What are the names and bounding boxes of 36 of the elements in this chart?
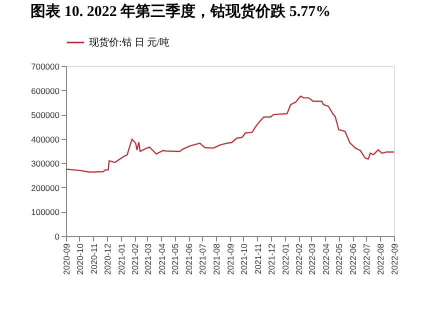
- y-tick-label: 200000: [31, 182, 60, 193]
- x-tick-label: 2020-12: [102, 243, 112, 275]
- legend-label: 现货价:钴 日 元/吨: [89, 36, 170, 48]
- y-tick-label: 400000: [31, 134, 60, 144]
- x-tick-label: 2021-03: [142, 243, 153, 275]
- x-tick-label: 2022-07: [362, 243, 372, 275]
- x-tick-label: 2021-08: [212, 243, 222, 275]
- y-tick-label: 300000: [31, 158, 60, 169]
- x-tick-label: 2020-09: [62, 243, 72, 275]
- x-tick-label: 2021-11: [252, 243, 263, 274]
- x-tick-label: 2021-02: [130, 243, 140, 275]
- line-series: [65, 96, 395, 173]
- x-tick-label: 2022-01: [280, 243, 290, 275]
- x-tick-label: 2021-07: [198, 243, 208, 275]
- x-tick-label: 2022-08: [376, 243, 386, 275]
- x-tick-label: 2022-09: [390, 243, 400, 275]
- x-tick-label: 2022-06: [348, 243, 358, 275]
- x-tick-label: 2022-05: [334, 243, 344, 275]
- x-tick-label: 2021-09: [226, 243, 236, 275]
- x-tick-label: 2021-10: [238, 243, 249, 275]
- x-tick-label: 2021-06: [184, 243, 194, 275]
- y-tick-label: 0: [54, 232, 60, 242]
- x-tick-label: 2021-12: [266, 243, 276, 275]
- x-tick-label: 2021-01: [116, 243, 126, 275]
- x-tick-label: 2022-04: [320, 243, 331, 275]
- y-tick-label: 600000: [31, 86, 60, 96]
- y-tick-label: 700000: [31, 62, 60, 72]
- y-tick-label: 100000: [31, 207, 60, 218]
- x-tick-label: 2020-11: [88, 243, 99, 274]
- chart-title: 图表 10. 2022 年第三季度，钴现货价跌 5.77%: [30, 2, 331, 20]
- x-tick-label: 2020-10: [74, 243, 85, 275]
- y-tick-label: 500000: [31, 110, 60, 120]
- x-tick-label: 2022-02: [294, 243, 304, 275]
- x-tick-label: 2021-05: [170, 243, 180, 275]
- x-tick-label: 2021-04: [156, 243, 167, 275]
- x-tick-label: 2022-03: [306, 243, 317, 275]
